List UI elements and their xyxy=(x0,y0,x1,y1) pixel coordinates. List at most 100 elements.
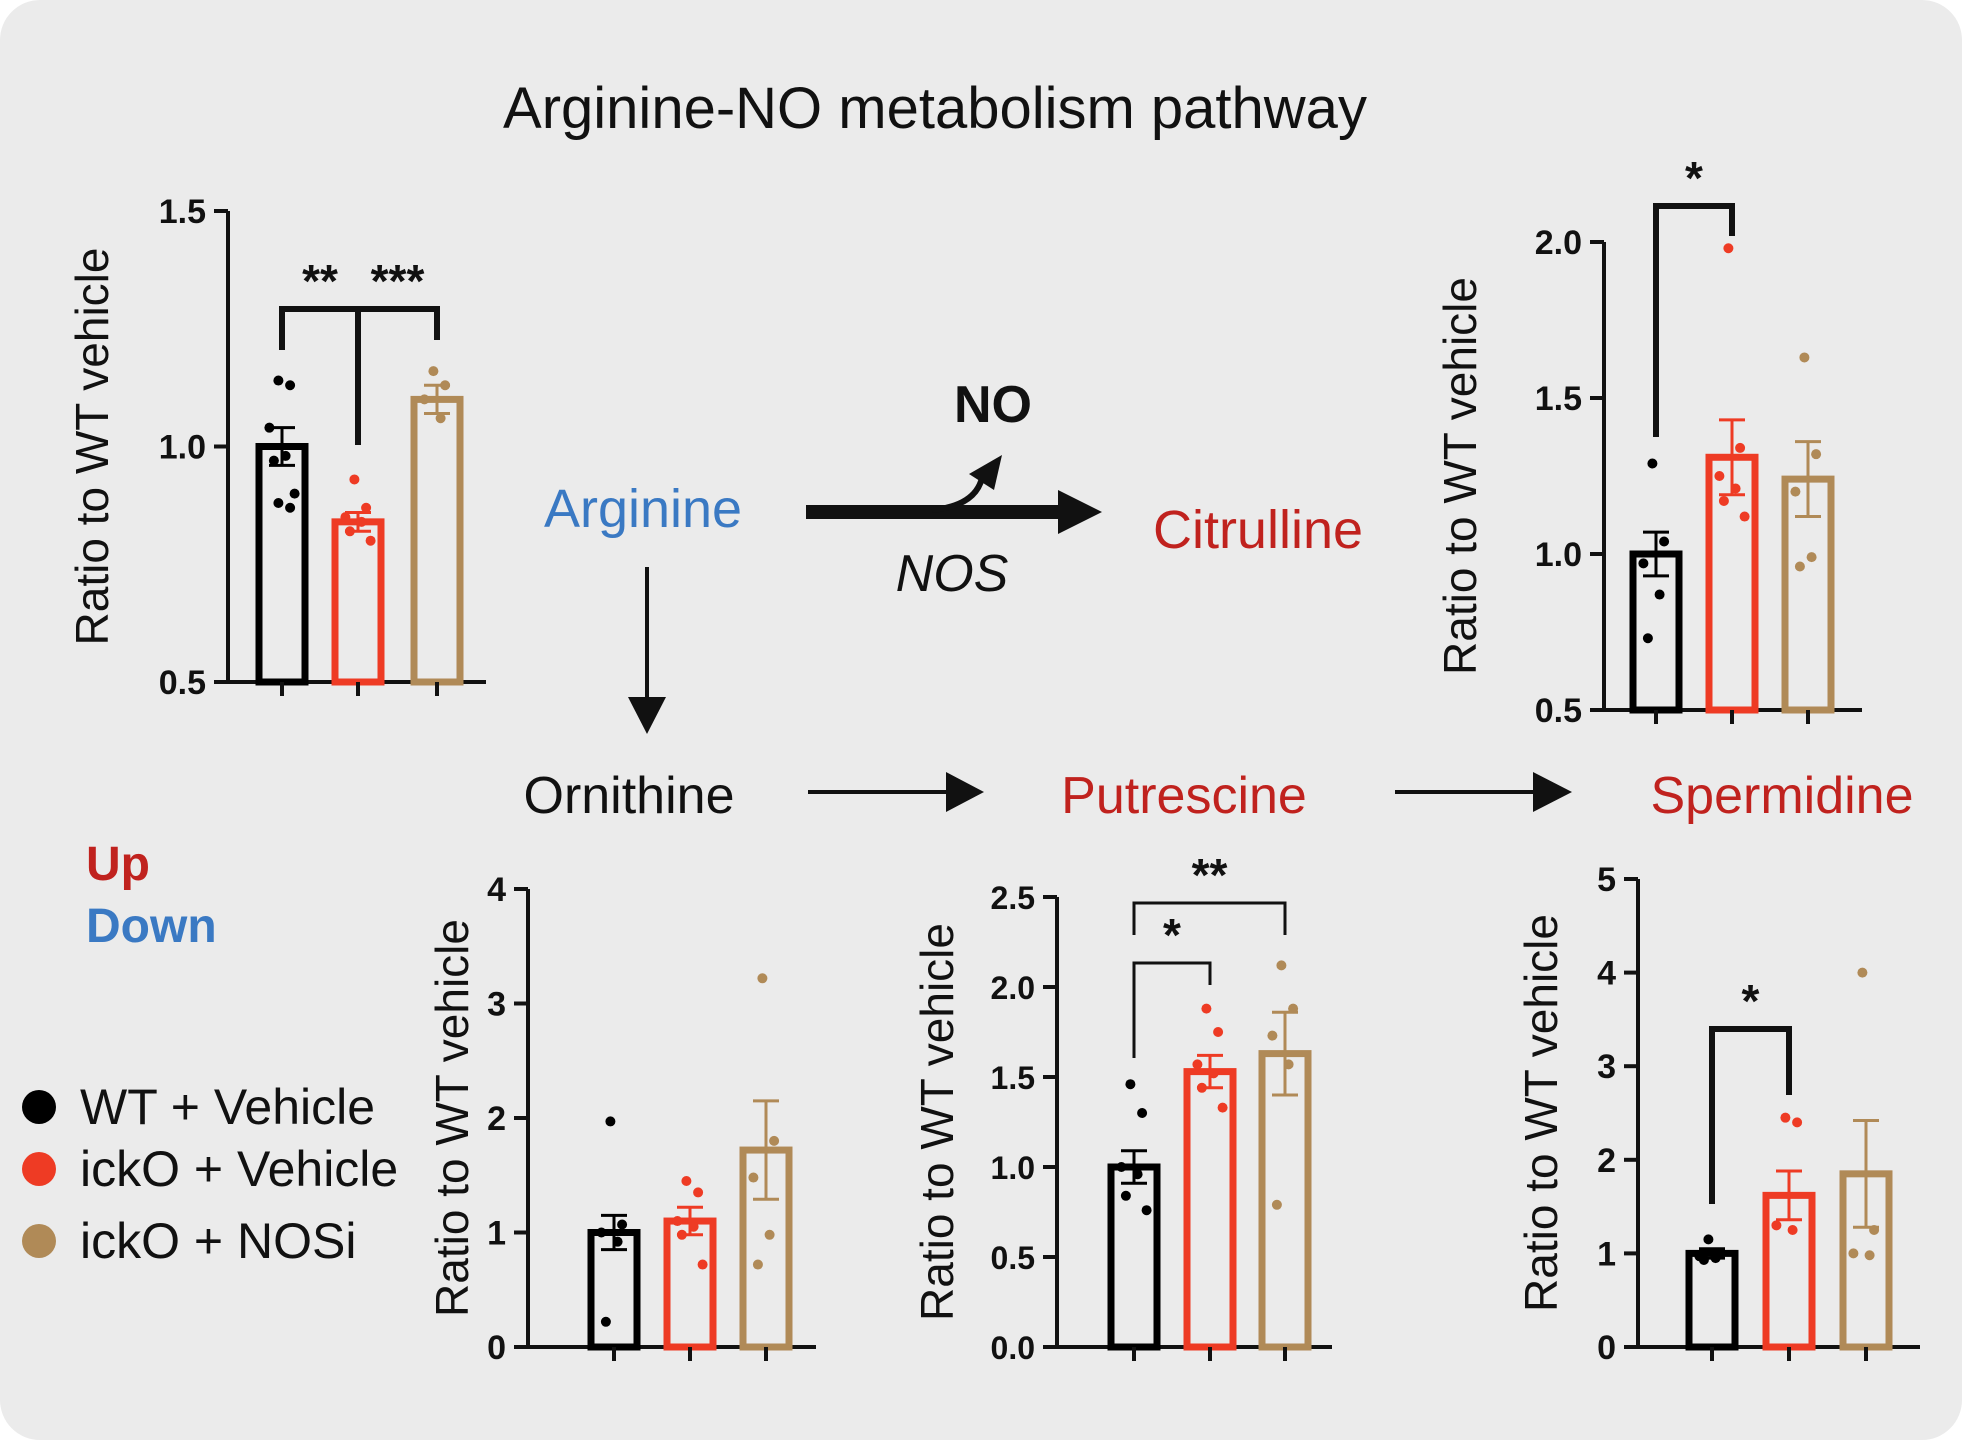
chart-spermidine: 0 1 2 3 4 5 Ratio to WT vehicle * xyxy=(1515,861,1920,1367)
y-tick-label: 5 xyxy=(1597,861,1616,899)
data-point xyxy=(1267,1030,1278,1041)
y-tick-label: 1.5 xyxy=(991,1060,1035,1096)
data-point xyxy=(273,375,284,386)
significance-label: ** xyxy=(302,255,338,307)
data-point xyxy=(1869,1225,1880,1235)
data-point xyxy=(1710,1253,1721,1264)
data-point xyxy=(1718,495,1729,506)
data-point xyxy=(344,526,355,537)
significance-bracket xyxy=(1709,1026,1792,1204)
significance-label: ** xyxy=(1192,849,1228,901)
data-point xyxy=(289,488,300,499)
arrow-putrescine-to-spermidine xyxy=(1395,772,1572,812)
y-axis-label: Ratio to WT vehicle xyxy=(66,248,118,646)
arrow-ornithine-to-putrescine xyxy=(808,772,984,812)
y-tick-label: 1.0 xyxy=(1535,536,1582,574)
data-point xyxy=(693,1187,704,1198)
y-tick-label: 1 xyxy=(487,1215,506,1253)
data-point xyxy=(285,380,296,391)
y-axis-label: Ratio to WT vehicle xyxy=(1434,277,1486,675)
y-axis-label: Ratio to WT vehicle xyxy=(1515,914,1567,1312)
data-point xyxy=(1196,1082,1207,1093)
data-point xyxy=(268,455,279,466)
data-point xyxy=(349,474,360,485)
data-point xyxy=(757,973,768,984)
data-point xyxy=(1654,589,1665,600)
enzyme-nos: NOS xyxy=(896,545,1009,603)
y-tick-label: 0.5 xyxy=(159,664,206,702)
y-tick-label: 2.5 xyxy=(991,880,1035,916)
y-tick-label: 1.5 xyxy=(159,193,206,231)
key-up: Up xyxy=(86,838,150,891)
data-point xyxy=(1276,960,1287,971)
data-point xyxy=(1192,1059,1203,1070)
y-axis-label: Ratio to WT vehicle xyxy=(426,919,478,1317)
y-tick-label: 0.5 xyxy=(991,1240,1035,1276)
metabolite-citrulline: Citrulline xyxy=(1153,500,1363,560)
legend-item-nosi: ickO + NOSi xyxy=(22,1212,356,1270)
data-point xyxy=(769,1135,780,1146)
data-point xyxy=(612,1236,623,1247)
data-point xyxy=(596,1227,607,1238)
data-point xyxy=(1730,483,1741,494)
significance-label: *** xyxy=(371,255,425,307)
y-tick-label: 2.0 xyxy=(991,970,1035,1006)
significance-label: * xyxy=(1685,152,1703,204)
y-tick-label: 4 xyxy=(1597,955,1616,993)
significance-bracket xyxy=(1653,203,1735,437)
significance-bracket xyxy=(1132,961,1212,1058)
metabolite-arginine: Arginine xyxy=(544,479,742,539)
y-tick-label: 2.0 xyxy=(1535,224,1582,262)
data-point xyxy=(1735,442,1746,453)
significance-bracket xyxy=(355,306,440,445)
y-tick-label: 1.0 xyxy=(991,1150,1035,1186)
data-point xyxy=(605,1116,616,1127)
y-tick-label: 4 xyxy=(487,871,506,909)
data-point xyxy=(1217,1102,1228,1113)
significance-label: * xyxy=(1742,975,1760,1027)
y-tick-label: 1 xyxy=(1597,1235,1616,1273)
data-point xyxy=(365,535,376,546)
data-point xyxy=(428,366,439,377)
legend-dot-icon xyxy=(22,1224,56,1258)
data-point xyxy=(361,502,372,513)
legend-dot-icon xyxy=(22,1090,56,1124)
data-point xyxy=(1848,1248,1859,1259)
data-point xyxy=(1213,1027,1224,1037)
data-point xyxy=(1698,1254,1709,1265)
data-point xyxy=(1857,967,1868,978)
data-point xyxy=(1120,1190,1131,1201)
y-tick-label: 1.5 xyxy=(1535,380,1582,418)
data-point xyxy=(1201,1003,1212,1014)
data-point xyxy=(285,502,296,513)
data-point xyxy=(1208,1068,1219,1079)
significance-bracket xyxy=(1132,901,1287,935)
legend-item-icko: ickO + Vehicle xyxy=(22,1140,398,1198)
y-tick-label: 0.5 xyxy=(1535,692,1582,730)
data-point xyxy=(1799,352,1810,363)
data-point xyxy=(1792,1117,1803,1128)
data-point xyxy=(1638,558,1649,569)
chart-putrescine: 0.0 0.5 1.0 1.5 2.0 2.5 Ratio to WT vehicle *** xyxy=(911,849,1332,1366)
y-tick-label: 0 xyxy=(1597,1329,1616,1367)
data-point xyxy=(1125,1079,1136,1090)
data-point xyxy=(1703,1234,1714,1245)
data-point xyxy=(1864,1250,1875,1261)
metabolite-ornithine: Ornithine xyxy=(524,767,735,825)
data-point xyxy=(1647,458,1658,469)
data-point xyxy=(1132,1169,1143,1180)
legend-label: ickO + Vehicle xyxy=(80,1141,399,1197)
y-tick-label: 3 xyxy=(1597,1048,1616,1086)
data-point xyxy=(764,1229,775,1240)
data-point xyxy=(617,1219,628,1230)
data-point xyxy=(600,1316,611,1327)
legend-dot-icon xyxy=(22,1152,56,1186)
legend-item-wt: WT + Vehicle xyxy=(22,1078,375,1136)
data-point xyxy=(1739,511,1750,522)
metabolite-spermidine: Spermidine xyxy=(1650,767,1913,825)
data-point xyxy=(356,516,367,527)
data-point xyxy=(1116,1162,1127,1172)
figure-title: Arginine-NO metabolism pathway xyxy=(503,76,1367,141)
